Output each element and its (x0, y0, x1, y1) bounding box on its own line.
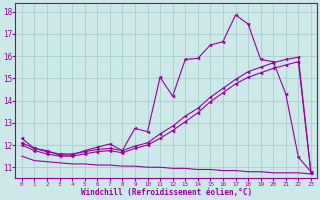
X-axis label: Windchill (Refroidissement éolien,°C): Windchill (Refroidissement éolien,°C) (81, 188, 252, 197)
